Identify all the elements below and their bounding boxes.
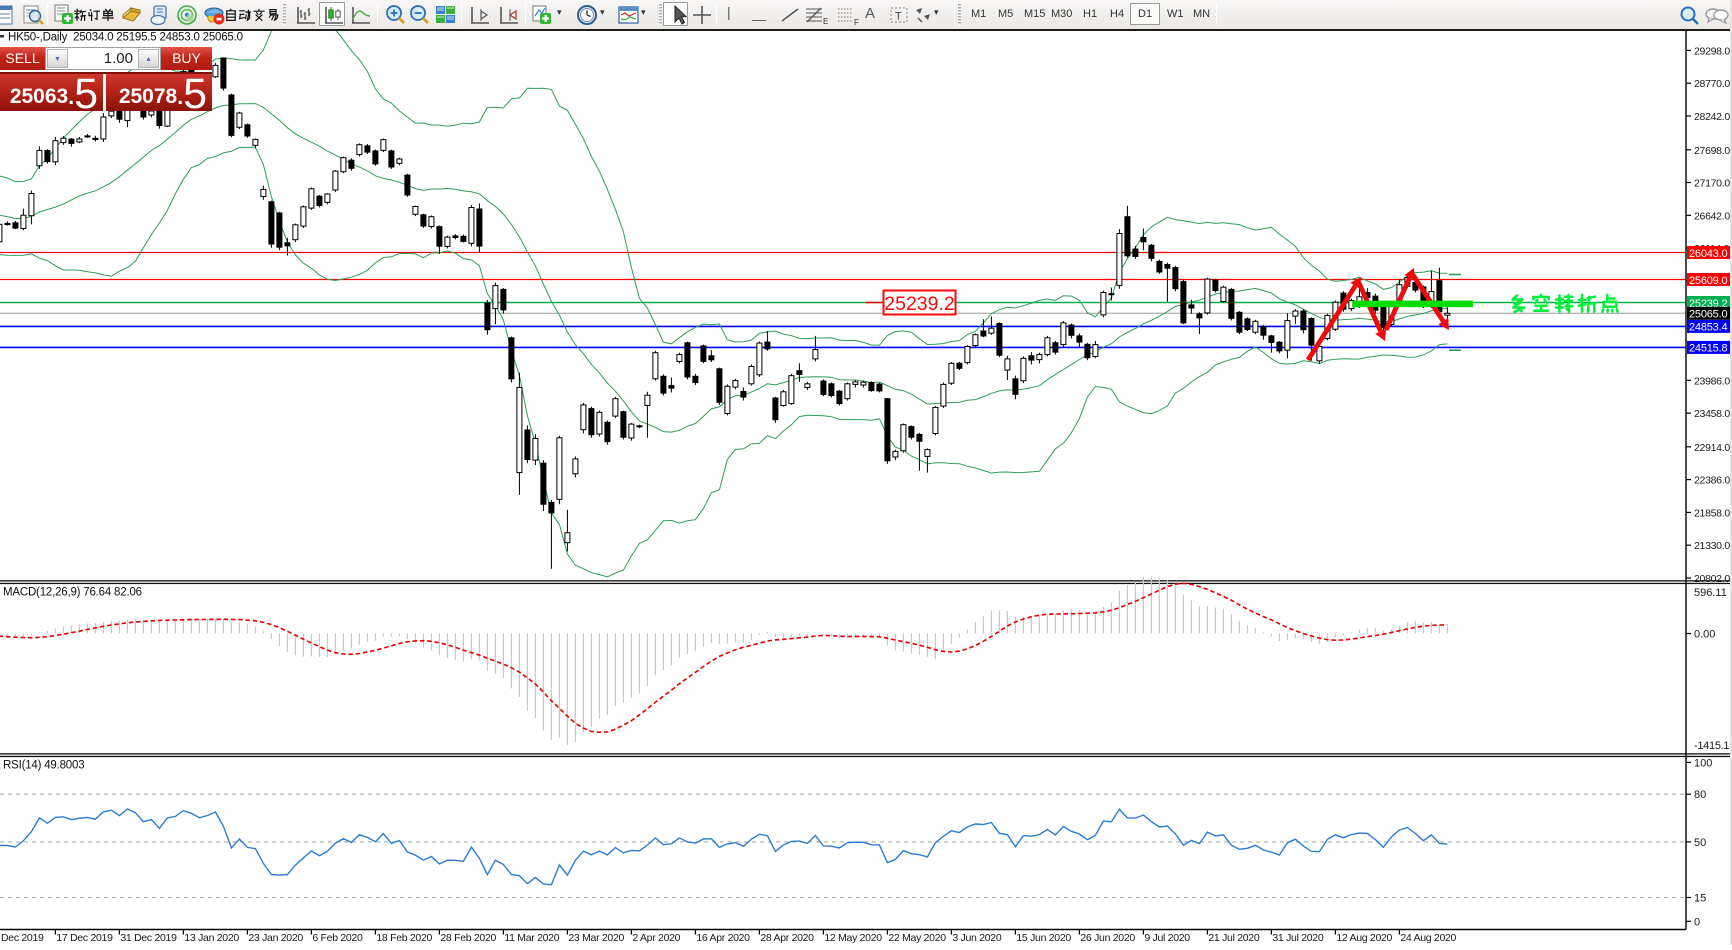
svg-text:24853.4: 24853.4 bbox=[1689, 322, 1727, 334]
svg-text:RSI(14) 49.8003: RSI(14) 49.8003 bbox=[3, 760, 84, 772]
svg-text:15: 15 bbox=[1694, 893, 1706, 905]
svg-text:T: T bbox=[895, 11, 902, 23]
svg-text:31 Dec 2019: 31 Dec 2019 bbox=[120, 932, 177, 944]
svg-text:21 Jul 2020: 21 Jul 2020 bbox=[1208, 932, 1259, 944]
svg-text:16 Apr 2020: 16 Apr 2020 bbox=[696, 932, 750, 944]
svg-text:28242.0: 28242.0 bbox=[1694, 111, 1730, 123]
svg-text:24515.8: 24515.8 bbox=[1689, 343, 1727, 355]
svg-text:F: F bbox=[854, 18, 859, 26]
svg-text:31 Jul 2020: 31 Jul 2020 bbox=[1272, 932, 1323, 944]
svg-text:9 Jul 2020: 9 Jul 2020 bbox=[1144, 932, 1190, 944]
svg-text:28770.0: 28770.0 bbox=[1694, 78, 1730, 90]
svg-text:26642.0: 26642.0 bbox=[1694, 210, 1730, 222]
svg-text:27698.0: 27698.0 bbox=[1694, 145, 1730, 157]
svg-text:21330.0: 21330.0 bbox=[1694, 540, 1730, 552]
svg-text:12 Aug 2020: 12 Aug 2020 bbox=[1336, 932, 1392, 944]
svg-text:100: 100 bbox=[1694, 757, 1712, 769]
svg-text:21858.0: 21858.0 bbox=[1694, 507, 1730, 519]
svg-text:25239.2: 25239.2 bbox=[884, 293, 955, 315]
svg-text:23 Jan 2020: 23 Jan 2020 bbox=[248, 932, 303, 944]
svg-text:12 May 2020: 12 May 2020 bbox=[824, 932, 882, 944]
svg-text:23458.0: 23458.0 bbox=[1694, 408, 1730, 420]
svg-text:25065.0: 25065.0 bbox=[1689, 309, 1727, 321]
svg-text:22914.0: 22914.0 bbox=[1694, 442, 1730, 454]
svg-text:HK50-,Daily 25034.0 25195.5 2: HK50-,Daily 25034.0 25195.5 24853.0 2506… bbox=[8, 32, 243, 44]
svg-text:11 Mar 2020: 11 Mar 2020 bbox=[504, 932, 559, 944]
svg-text:MACD(12,26,9) 76.64 82.06: MACD(12,26,9) 76.64 82.06 bbox=[3, 587, 142, 599]
svg-text:28 Feb 2020: 28 Feb 2020 bbox=[440, 932, 496, 944]
svg-text:17 Dec 2019: 17 Dec 2019 bbox=[56, 932, 113, 944]
svg-text:28 Apr 2020: 28 Apr 2020 bbox=[760, 932, 814, 944]
svg-text:23 Mar 2020: 23 Mar 2020 bbox=[568, 932, 624, 944]
svg-text:24 Aug 2020: 24 Aug 2020 bbox=[1400, 932, 1456, 944]
svg-text:E: E bbox=[823, 17, 828, 25]
svg-text:26 Jun 2020: 26 Jun 2020 bbox=[1080, 932, 1135, 944]
svg-text:23986.0: 23986.0 bbox=[1694, 375, 1730, 387]
svg-text:0.00: 0.00 bbox=[1694, 629, 1715, 641]
svg-text:29298.0: 29298.0 bbox=[1694, 45, 1730, 57]
svg-text:0: 0 bbox=[1694, 916, 1700, 928]
svg-text:22386.0: 22386.0 bbox=[1694, 475, 1730, 487]
svg-text:13 Jan 2020: 13 Jan 2020 bbox=[184, 932, 239, 944]
svg-text:50: 50 bbox=[1694, 837, 1706, 849]
svg-text:596.11: 596.11 bbox=[1694, 587, 1727, 599]
svg-text:80: 80 bbox=[1694, 789, 1706, 801]
svg-text:Dec 2019: Dec 2019 bbox=[1, 932, 44, 944]
svg-text:6 Feb 2020: 6 Feb 2020 bbox=[312, 932, 363, 944]
svg-text:26043.0: 26043.0 bbox=[1689, 248, 1727, 260]
svg-text:25609.0: 25609.0 bbox=[1689, 275, 1727, 287]
svg-text:2 Apr 2020: 2 Apr 2020 bbox=[632, 932, 680, 944]
svg-text:18 Feb 2020: 18 Feb 2020 bbox=[376, 932, 432, 944]
svg-text:27170.0: 27170.0 bbox=[1694, 178, 1730, 190]
svg-text:-1415.19: -1415.19 bbox=[1694, 740, 1732, 752]
svg-text:3 Jun 2020: 3 Jun 2020 bbox=[952, 932, 1001, 944]
svg-text:22 May 2020: 22 May 2020 bbox=[888, 932, 946, 944]
svg-text:15 Jun 2020: 15 Jun 2020 bbox=[1016, 932, 1071, 944]
